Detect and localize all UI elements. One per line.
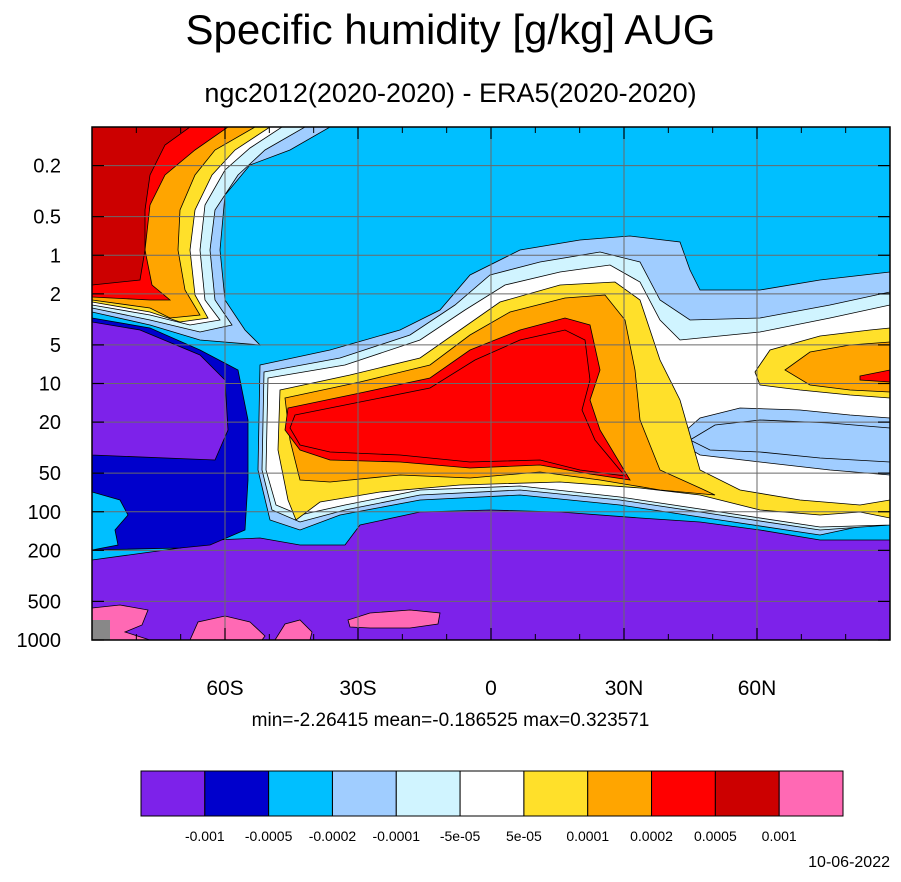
x-tick-label: 60S [206, 677, 243, 700]
contour-fill [859, 369, 890, 383]
colorbar-label: -5e-05 [440, 828, 481, 844]
colorbar-swatch [204, 770, 270, 817]
plot-date: 10-06-2022 [808, 854, 890, 871]
chart-title: Specific humidity [g/kg] AUG [185, 6, 716, 53]
y-tick-label: 500 [28, 591, 61, 613]
colorbar-swatch [331, 770, 397, 817]
colorbar-swatch [140, 770, 206, 817]
missing-value-cell [92, 620, 110, 640]
colorbar-labels: -0.001 -0.0005 -0.0002 -0.0001 -5e-05 5e-05 0.… [185, 828, 797, 844]
x-tick-label: 0 [485, 677, 497, 700]
colorbar-swatch [587, 770, 653, 817]
y-tick-label: 5 [50, 335, 61, 357]
y-tick-label: 1000 [17, 630, 62, 652]
colorbar-swatch [459, 770, 525, 817]
y-tick-label: 2 [50, 284, 61, 306]
colorbar [140, 770, 844, 817]
colorbar-label: -0.001 [185, 828, 225, 844]
colorbar-swatch [395, 770, 461, 817]
axis-ticks [92, 127, 890, 641]
colorbar-swatch [778, 770, 844, 817]
x-tick-label: 30S [339, 677, 376, 700]
colorbar-label: -0.0002 [309, 828, 357, 844]
y-tick-label: 200 [28, 540, 61, 562]
colorbar-swatch [268, 770, 333, 817]
x-tick-label: 30N [605, 677, 644, 700]
colorbar-label: 5e-05 [506, 828, 542, 844]
y-tick-label: 10 [39, 374, 61, 396]
y-tick-label: 0.2 [33, 156, 61, 178]
colorbar-swatch [523, 770, 589, 817]
colorbar-label: 0.0005 [694, 828, 737, 844]
y-tick-label: 50 [39, 463, 61, 485]
y-axis-labels: 0.2 0.5 1 2 5 10 20 50 100 200 500 1000 [17, 156, 62, 652]
colorbar-label: 0.0001 [566, 828, 609, 844]
colorbar-label: -0.0001 [373, 828, 421, 844]
colorbar-swatch [714, 770, 780, 817]
contour-fill [92, 127, 191, 286]
contour-fill [189, 615, 266, 640]
colorbar-swatch [651, 770, 716, 817]
contour-fill [289, 329, 626, 477]
y-tick-label: 20 [39, 412, 61, 434]
y-tick-label: 100 [28, 502, 61, 524]
colorbar-label: -0.0005 [245, 828, 293, 844]
colorbar-label: 0.0002 [630, 828, 673, 844]
contour-fill [274, 619, 313, 640]
contour-fill [347, 609, 441, 629]
x-tick-label: 60N [738, 677, 777, 700]
contour-fill [92, 491, 129, 551]
colorbar-label: 0.001 [762, 828, 797, 844]
chart-subtitle: ngc2012(2020-2020) - ERA5(2020-2020) [204, 78, 697, 108]
y-tick-label: 0.5 [33, 207, 61, 229]
x-axis-labels: 60S 30S 0 30N 60N [206, 677, 776, 700]
contour-fill [92, 321, 229, 461]
stats-line: min=-2.26415 mean=-0.186525 max=0.323571 [251, 710, 650, 731]
y-tick-label: 1 [50, 245, 61, 267]
